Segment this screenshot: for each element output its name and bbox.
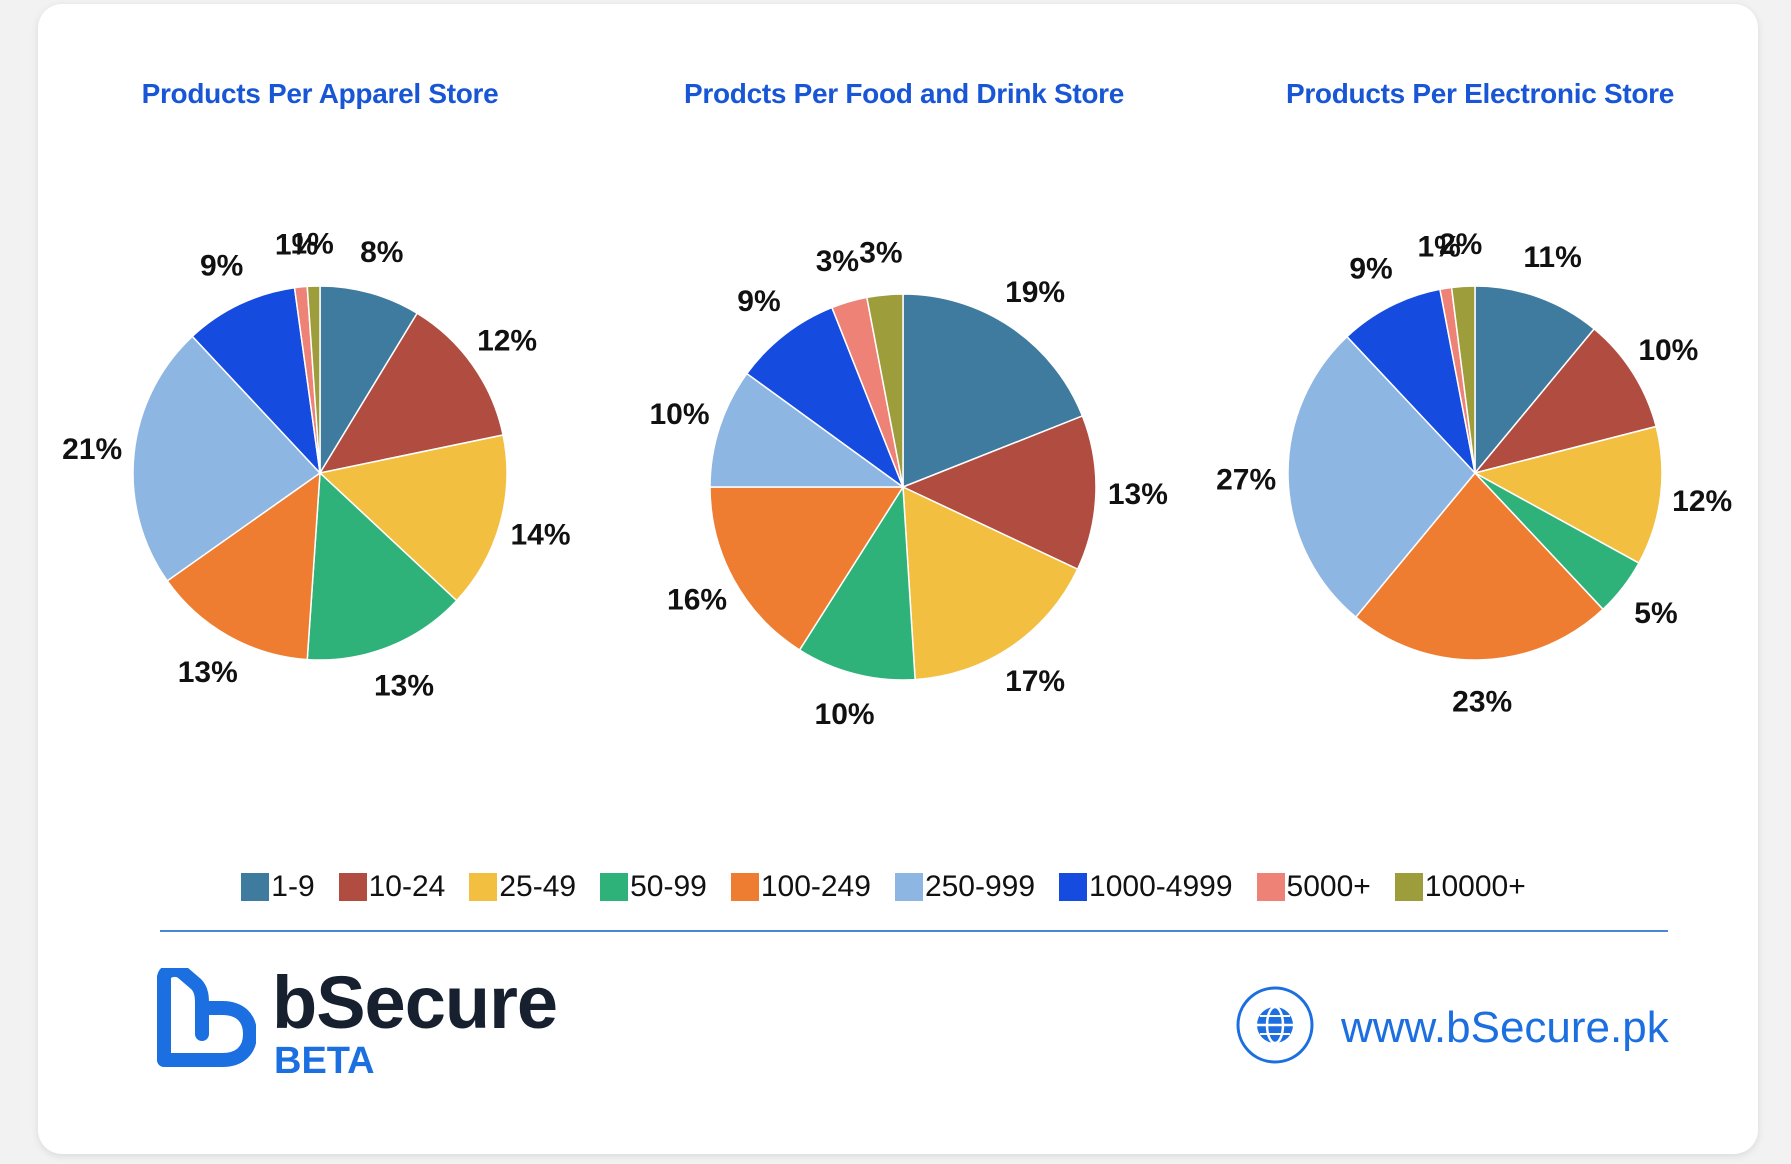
legend-item-5000-plus: 5000+: [1256, 870, 1371, 904]
legend-item-10000-plus: 10000+: [1394, 870, 1526, 904]
legend-swatch: [1394, 873, 1423, 901]
legend-label: 50-99: [630, 870, 707, 903]
legend-swatch: [338, 873, 367, 901]
legend-label: 25-49: [499, 870, 577, 903]
legend-label: 1000-4999: [1089, 870, 1233, 903]
legend-swatch: [600, 873, 629, 901]
legend-swatch: [241, 873, 270, 901]
legend-label: 10-24: [368, 870, 446, 903]
brand-name: bSecure: [272, 961, 558, 1044]
legend-item-250-999: 250-999: [894, 870, 1036, 904]
legend-label: 100-249: [760, 870, 871, 903]
brand-beta: BETA: [274, 1040, 375, 1082]
legend-swatch: [1256, 873, 1285, 901]
legend-label: 5000+: [1286, 870, 1371, 903]
electronic-chart-title: Products Per Electronic Store: [1285, 78, 1675, 109]
divider: [160, 930, 1668, 932]
website-text[interactable]: www.bSecure.pk: [1341, 1003, 1669, 1052]
legend-item-25-49: 25-49: [469, 870, 576, 904]
legend-swatch: [730, 873, 759, 901]
brand: bSecure BETA: [150, 961, 600, 1088]
legend-swatch: [894, 873, 923, 901]
legend-item-50-99: 50-99: [600, 870, 707, 904]
legend-item-100-249: 100-249: [730, 870, 871, 904]
legend: 1-9 10-24 25-49 50-99 100-249 250-999 10…: [0, 870, 1791, 904]
bsecure-logo-icon: [157, 968, 256, 1067]
legend-label: 250-999: [924, 870, 1036, 903]
legend-item-1000-4999: 1000-4999: [1059, 870, 1233, 904]
legend-swatch: [469, 873, 498, 901]
apparel-chart-title: Products Per Apparel Store: [141, 78, 499, 109]
legend-item-10-24: 10-24: [338, 870, 446, 904]
website-link[interactable]: www.bSecure.pk: [1235, 985, 1695, 1065]
legend-item-1-9: 1-9: [241, 870, 315, 904]
legend-label: 1-9: [271, 870, 315, 903]
legend-swatch: [1059, 873, 1088, 901]
food-chart-title: Prodcts Per Food and Drink Store: [683, 78, 1125, 109]
globe-icon: [1236, 986, 1314, 1064]
legend-label: 10000+: [1424, 870, 1526, 903]
